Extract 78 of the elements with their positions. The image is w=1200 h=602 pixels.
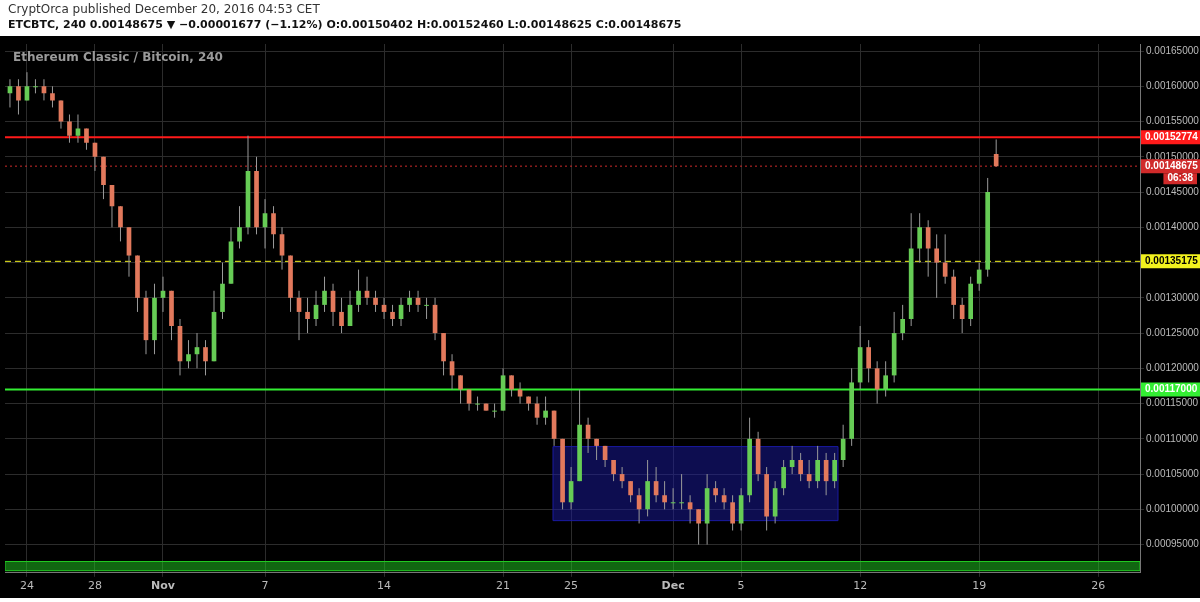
y-tick-label: 0.00115000 <box>1146 397 1199 409</box>
candlestick <box>517 381 523 405</box>
candlestick <box>900 304 905 341</box>
candlestick <box>679 473 684 510</box>
candlestick <box>662 480 667 510</box>
y-tick-label: 0.00110000 <box>1146 432 1199 444</box>
candlestick <box>390 304 395 327</box>
candlestick <box>475 396 480 412</box>
ref-line-label: 0.00117000 <box>1145 383 1198 395</box>
candlestick <box>509 374 514 398</box>
candlestick <box>492 403 497 419</box>
candlestick <box>67 114 72 144</box>
candlestick <box>16 78 21 116</box>
y-tick-label: 0.00100000 <box>1146 503 1200 515</box>
candlestick <box>373 290 378 313</box>
x-tick-label: Nov <box>151 579 176 593</box>
y-tick-label: 0.00105000 <box>1146 467 1200 479</box>
y-tick-label: 0.00150000 <box>1146 150 1200 162</box>
y-tick-label: 0.00145000 <box>1146 185 1200 197</box>
candlestick <box>696 508 701 546</box>
candlestick <box>50 85 55 108</box>
candlestick <box>628 480 633 503</box>
candlestick <box>237 205 242 249</box>
y-tick-label: 0.00140000 <box>1146 221 1200 233</box>
ref-line-label: 0.00135175 <box>1145 255 1199 267</box>
ref-line-label: 0.00152774 <box>1145 131 1199 142</box>
candlestick <box>866 339 871 383</box>
x-tick-label: 7 <box>261 579 269 593</box>
candlestick <box>993 138 999 168</box>
y-tick-label: 0.00095000 <box>1146 538 1200 550</box>
candlestick <box>917 212 922 264</box>
candlestick <box>730 494 735 531</box>
ref-line-label: 0.00148675 <box>1145 159 1199 171</box>
candlestick <box>883 360 888 398</box>
candlestick <box>322 276 327 313</box>
candlestick <box>798 452 803 482</box>
candlestick <box>543 396 548 426</box>
x-tick-label: 12 <box>853 579 868 593</box>
y-tick-label: 0.00130000 <box>1146 291 1200 303</box>
candlestick <box>458 374 463 405</box>
candlestick <box>713 480 718 503</box>
candlestick <box>203 339 208 376</box>
candlestick <box>339 297 344 334</box>
x-tick-label: 26 <box>1091 579 1106 593</box>
candlestick <box>118 205 123 242</box>
candlestick <box>33 78 38 94</box>
candlestick <box>959 297 965 334</box>
candlestick <box>356 269 361 313</box>
x-tick-label: 19 <box>972 579 987 593</box>
candlestick <box>407 290 412 313</box>
chart-subtitle: ETCBTC, 240 0.00148675 ▼ −0.00001677 (−1.12%) O:0.00150402 H:0.00152460 L:0.00148625 C:0.00148675 <box>8 18 682 31</box>
x-tick-label: Dec <box>661 579 685 593</box>
candlestick <box>466 388 472 412</box>
candlestick <box>934 233 939 299</box>
candlestick <box>815 445 820 489</box>
y-tick-label: 0.00120000 <box>1146 362 1200 374</box>
text: 06:38 <box>1167 171 1194 183</box>
y-tick-label: 0.00165000 <box>1146 44 1200 56</box>
candlestick <box>424 297 429 320</box>
text: CryptOrca published December 20, 2016 04:53 CET <box>8 2 320 16</box>
y-tick-label: 0.00155000 <box>1146 115 1200 127</box>
x-tick-label: 25 <box>564 579 579 593</box>
x-tick-label: 28 <box>87 579 102 593</box>
x-tick-label: 21 <box>496 579 511 593</box>
x-tick-label: 5 <box>737 579 745 593</box>
y-tick-label: 0.00160000 <box>1146 80 1200 92</box>
candlestick <box>832 452 837 489</box>
candlestick <box>942 233 948 285</box>
candlestick <box>781 459 786 496</box>
candlestick <box>976 262 982 292</box>
y-tick-label: 0.00125000 <box>1146 326 1200 338</box>
text: Ethereum Classic / Bitcoin, 240 <box>13 50 223 65</box>
candlestick <box>925 219 931 278</box>
x-tick-label: 14 <box>377 579 392 593</box>
x-tick-label: 24 <box>19 579 34 593</box>
candlestick <box>186 339 191 369</box>
candlestick <box>271 205 276 249</box>
candlestick <box>305 297 310 334</box>
